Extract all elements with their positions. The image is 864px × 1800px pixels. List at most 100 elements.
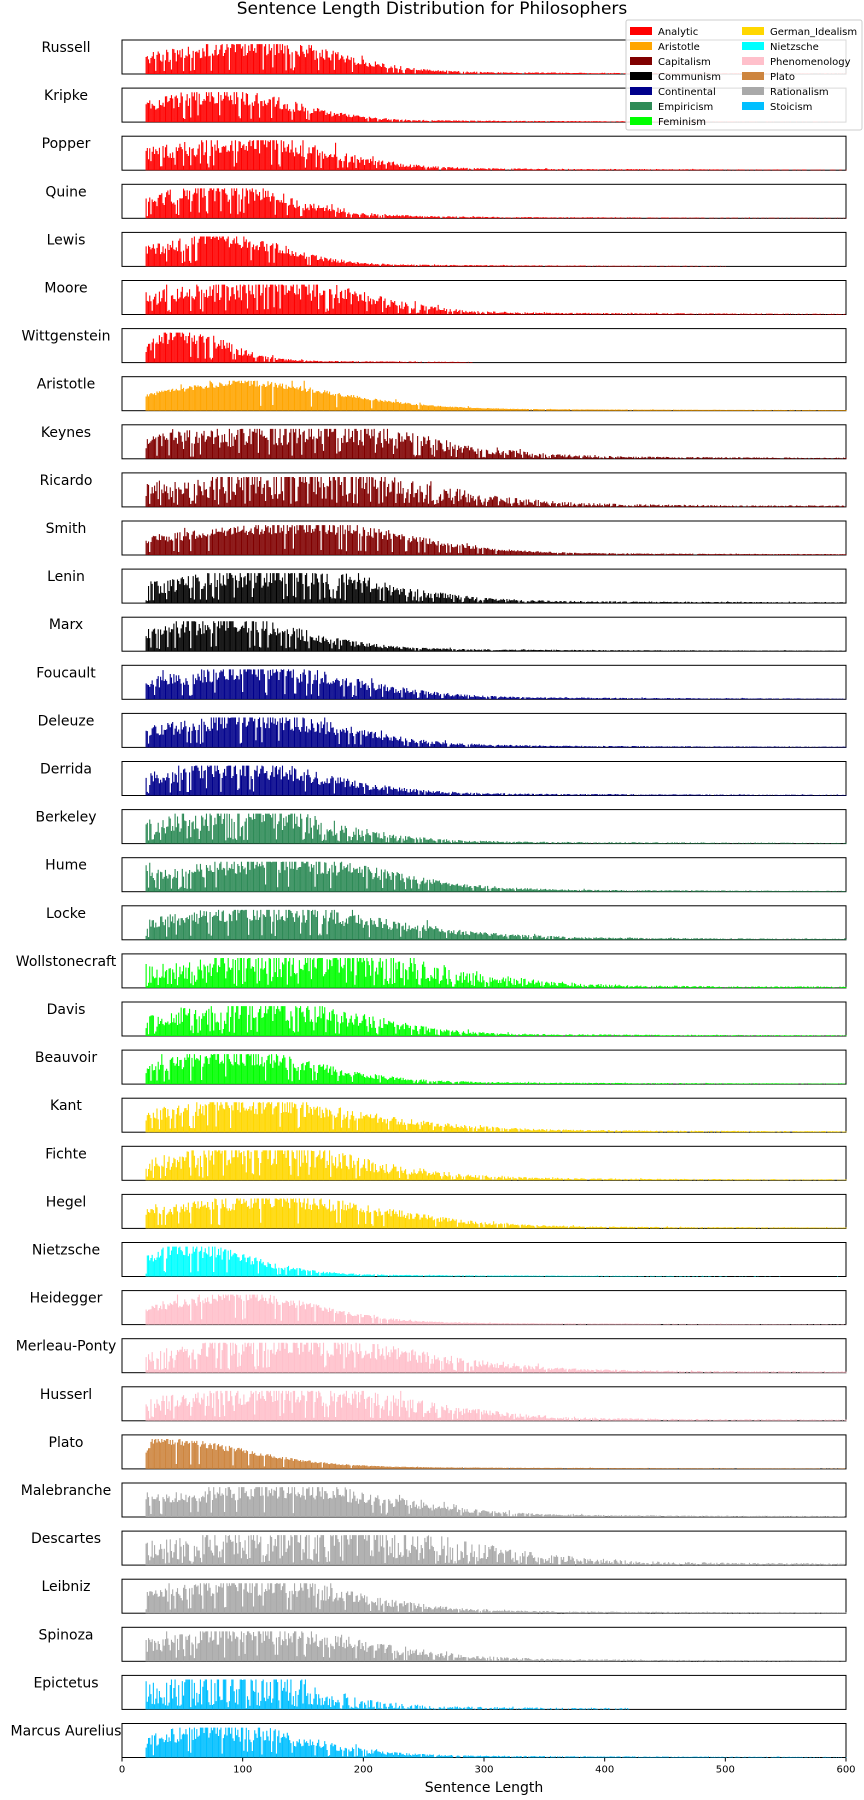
row-label: Kant bbox=[50, 1098, 82, 1114]
series-bar-path bbox=[145, 380, 847, 411]
row-hegel: Hegel bbox=[46, 1193, 847, 1229]
series-bar-path bbox=[145, 813, 847, 844]
series-bar-path bbox=[145, 1535, 845, 1566]
legend-label: Capitalism bbox=[658, 57, 711, 68]
row-label: Wollstonecraft bbox=[16, 954, 117, 970]
series-bar-path bbox=[145, 140, 847, 171]
legend-swatch bbox=[630, 117, 652, 125]
series-bar-path bbox=[145, 1054, 846, 1085]
series-bars bbox=[145, 525, 847, 555]
row-marx: Marx bbox=[49, 616, 847, 652]
legend-swatch bbox=[742, 27, 764, 35]
series-bar-path bbox=[145, 1246, 839, 1277]
series-bars bbox=[145, 669, 847, 700]
legend-item: Nietzsche bbox=[742, 42, 819, 53]
row-label: Leibniz bbox=[41, 1579, 90, 1595]
series-bar-path bbox=[145, 765, 847, 796]
series-bar-path bbox=[145, 1438, 846, 1469]
legend-label: Continental bbox=[658, 87, 716, 98]
row-label: Marx bbox=[49, 617, 83, 633]
series-bars bbox=[145, 1198, 847, 1229]
row-frame bbox=[121, 1674, 847, 1710]
row-label: Hume bbox=[45, 858, 87, 874]
x-axis-label: Sentence Length bbox=[425, 1780, 543, 1796]
row-label: Lewis bbox=[47, 232, 86, 248]
row-label: Smith bbox=[46, 521, 87, 537]
series-bars bbox=[145, 861, 847, 892]
row-davis: Davis bbox=[47, 1001, 847, 1037]
row-marcus-aurelius: Marcus Aurelius bbox=[11, 1723, 847, 1758]
legend-label: Phenomenology bbox=[770, 57, 851, 68]
series-bar-path bbox=[145, 1487, 845, 1517]
row-locke: Locke bbox=[46, 905, 847, 941]
row-epictetus: Epictetus bbox=[33, 1674, 847, 1710]
row-label: Keynes bbox=[41, 425, 91, 441]
row-label: Descartes bbox=[31, 1531, 101, 1547]
series-bars bbox=[145, 284, 846, 315]
series-bars bbox=[145, 1006, 847, 1036]
row-popper: Popper bbox=[42, 135, 847, 171]
row-aristotle: Aristotle bbox=[37, 376, 847, 412]
row-label: Hegel bbox=[46, 1194, 87, 1210]
legend-item: Phenomenology bbox=[742, 57, 851, 68]
series-bar-path bbox=[145, 1631, 847, 1662]
x-axis: 0 100 200 300 400 500 600 bbox=[119, 1757, 856, 1776]
series-bars bbox=[145, 1054, 846, 1085]
row-label: Quine bbox=[45, 184, 86, 200]
row-nietzsche: Nietzsche bbox=[32, 1242, 847, 1277]
row-frame bbox=[121, 328, 847, 364]
series-bars bbox=[145, 813, 847, 844]
series-bar-path bbox=[145, 188, 847, 219]
series-bars bbox=[145, 1535, 845, 1566]
series-bars bbox=[145, 1342, 847, 1373]
legend-swatch bbox=[742, 87, 764, 95]
series-bar-path bbox=[145, 1198, 847, 1229]
row-beauvoir: Beauvoir bbox=[35, 1049, 847, 1085]
row-label: Malebranche bbox=[21, 1483, 111, 1499]
legend-item: Empiricism bbox=[630, 102, 713, 113]
series-bar-path bbox=[145, 236, 726, 267]
row-wollstonecraft: Wollstonecraft bbox=[16, 953, 847, 989]
row-label: Derrida bbox=[40, 762, 92, 778]
series-bar-path bbox=[145, 1294, 847, 1325]
row-label: Nietzsche bbox=[32, 1243, 100, 1259]
series-bars bbox=[145, 380, 847, 411]
row-label: Lenin bbox=[47, 569, 85, 585]
legend-label: Rationalism bbox=[770, 87, 829, 98]
row-label: Foucault bbox=[36, 665, 96, 681]
row-lenin: Lenin bbox=[47, 568, 847, 604]
row-husserl: Husserl bbox=[40, 1386, 847, 1422]
row-smith: Smith bbox=[46, 520, 847, 556]
series-bar-path bbox=[145, 717, 847, 748]
series-bar-path bbox=[145, 861, 847, 892]
legend-swatch bbox=[630, 102, 652, 110]
legend-label: Plato bbox=[770, 72, 795, 83]
series-bars bbox=[145, 1390, 847, 1421]
series-bar-path bbox=[145, 1727, 847, 1758]
series-bars bbox=[145, 573, 847, 604]
x-tick-label: 400 bbox=[595, 1765, 614, 1776]
series-bars bbox=[145, 332, 473, 363]
series-bar-path bbox=[145, 428, 847, 459]
row-spinoza: Spinoza bbox=[38, 1626, 847, 1662]
row-label: Spinoza bbox=[38, 1627, 93, 1643]
series-bar-path bbox=[145, 1390, 847, 1421]
row-berkeley: Berkeley bbox=[36, 809, 847, 845]
row-label: Aristotle bbox=[37, 377, 96, 393]
row-label: Husserl bbox=[40, 1387, 92, 1403]
series-bars bbox=[145, 1438, 846, 1469]
row-label: Berkeley bbox=[36, 810, 97, 826]
x-tick-label: 0 bbox=[119, 1765, 125, 1776]
legend-swatch bbox=[630, 27, 652, 35]
series-bars bbox=[145, 1102, 847, 1133]
row-moore: Moore bbox=[44, 280, 847, 315]
series-bars bbox=[145, 1679, 630, 1710]
legend-label: Communism bbox=[658, 72, 721, 83]
row-label: Ricardo bbox=[40, 473, 93, 489]
series-bars bbox=[145, 1487, 845, 1517]
row-lewis: Lewis bbox=[47, 231, 847, 267]
series-bar-path bbox=[145, 573, 847, 604]
legend-swatch bbox=[630, 87, 652, 95]
row-leibniz: Leibniz bbox=[41, 1578, 847, 1614]
